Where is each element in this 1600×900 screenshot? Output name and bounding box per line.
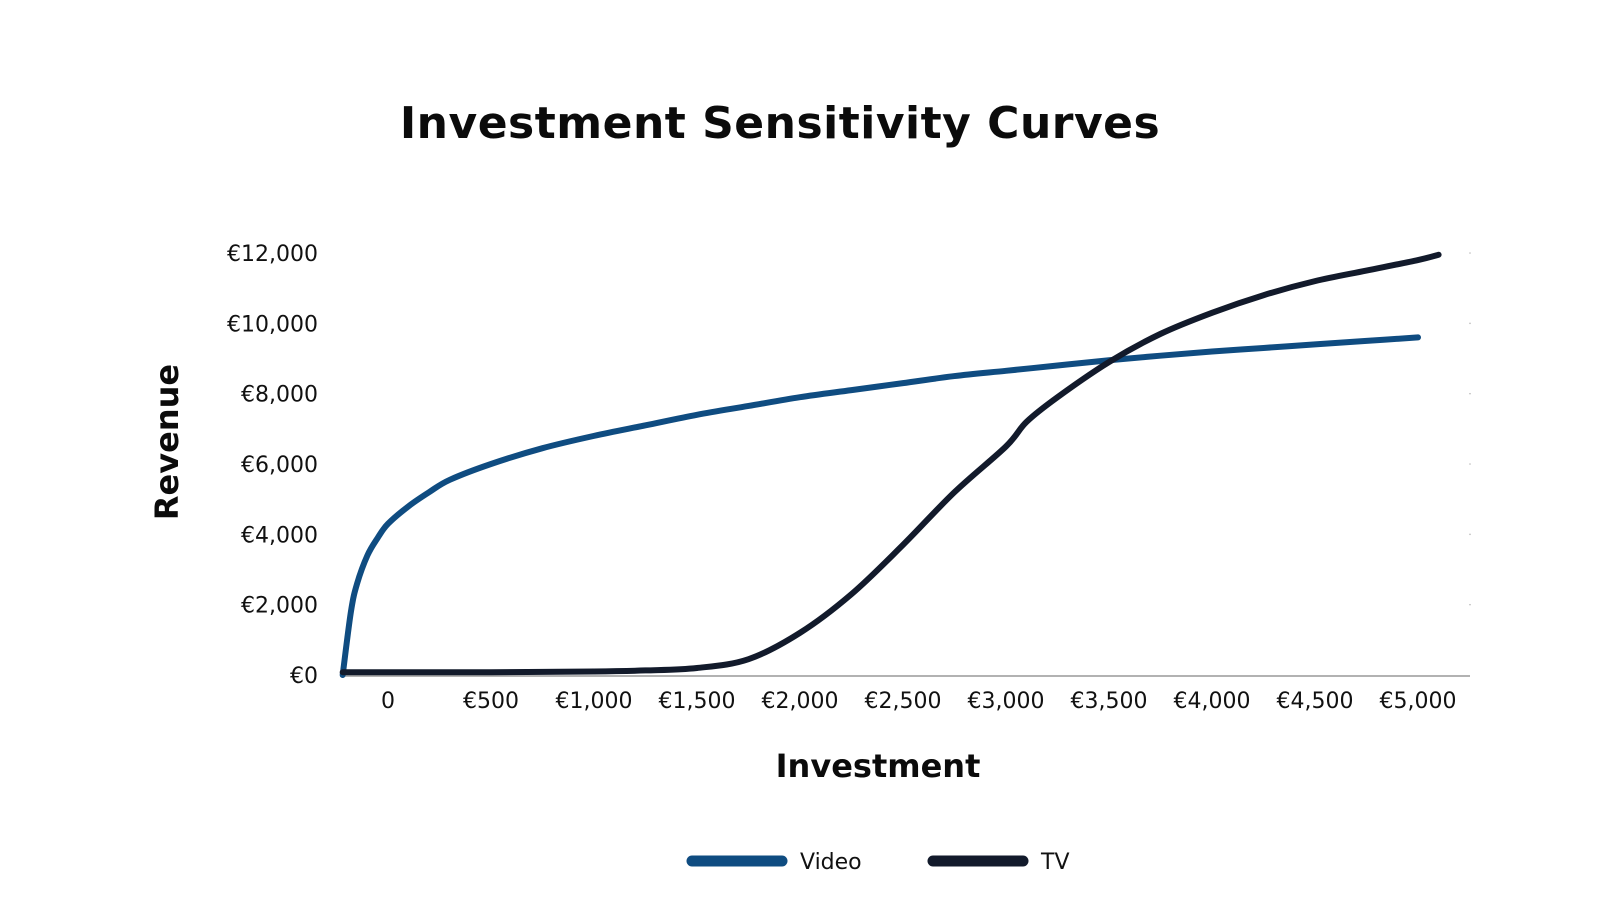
right-axis-dots — [1469, 252, 1471, 606]
x-tick-label: €2,500 — [865, 689, 942, 714]
series-line-tv — [339, 251, 1442, 676]
legend-label: TV — [1040, 850, 1070, 875]
y-axis-title: Revenue — [148, 364, 186, 520]
y-tick-label: €0 — [290, 664, 318, 689]
x-tick-label: €4,500 — [1277, 689, 1354, 714]
right-axis-dot — [1469, 322, 1471, 325]
series-layer — [339, 251, 1442, 678]
x-tick-label: €5,000 — [1380, 689, 1457, 714]
y-axis-ticks: €0 €2,000 €4,000 €6,000 €8,000 €10,000 €12,000 — [227, 242, 318, 689]
right-axis-dot — [1469, 392, 1471, 395]
x-tick-label: €4,000 — [1174, 689, 1251, 714]
x-tick-label: 0 — [381, 689, 395, 714]
y-tick-label: €2,000 — [241, 594, 318, 619]
y-tick-label: €12,000 — [227, 242, 318, 267]
chart-title: Investment Sensitivity Curves — [399, 98, 1161, 149]
legend: Video TV — [686, 850, 1070, 875]
x-tick-label: €3,500 — [1071, 689, 1148, 714]
x-tick-label: €1,500 — [659, 689, 736, 714]
y-tick-label: €6,000 — [241, 453, 318, 478]
x-tick-label: €1,000 — [556, 689, 633, 714]
y-tick-label: €10,000 — [227, 312, 318, 337]
x-tick-label: €3,000 — [968, 689, 1045, 714]
legend-label: Video — [800, 850, 862, 875]
x-tick-label: €2,000 — [762, 689, 839, 714]
right-axis-dot — [1469, 463, 1471, 465]
x-axis-ticks: 0 €500 €1,000 €1,500 €2,000 €2,500 €3,000 €3,50… — [381, 689, 1456, 714]
right-axis-dot — [1469, 533, 1471, 536]
right-axis-dot — [1469, 252, 1471, 254]
x-axis-title: Investment — [776, 747, 981, 785]
series-line-video — [339, 334, 1421, 678]
y-tick-label: €4,000 — [241, 523, 318, 548]
right-axis-dot — [1469, 603, 1471, 606]
y-tick-label: €8,000 — [241, 383, 318, 408]
x-tick-label: €500 — [463, 689, 519, 714]
